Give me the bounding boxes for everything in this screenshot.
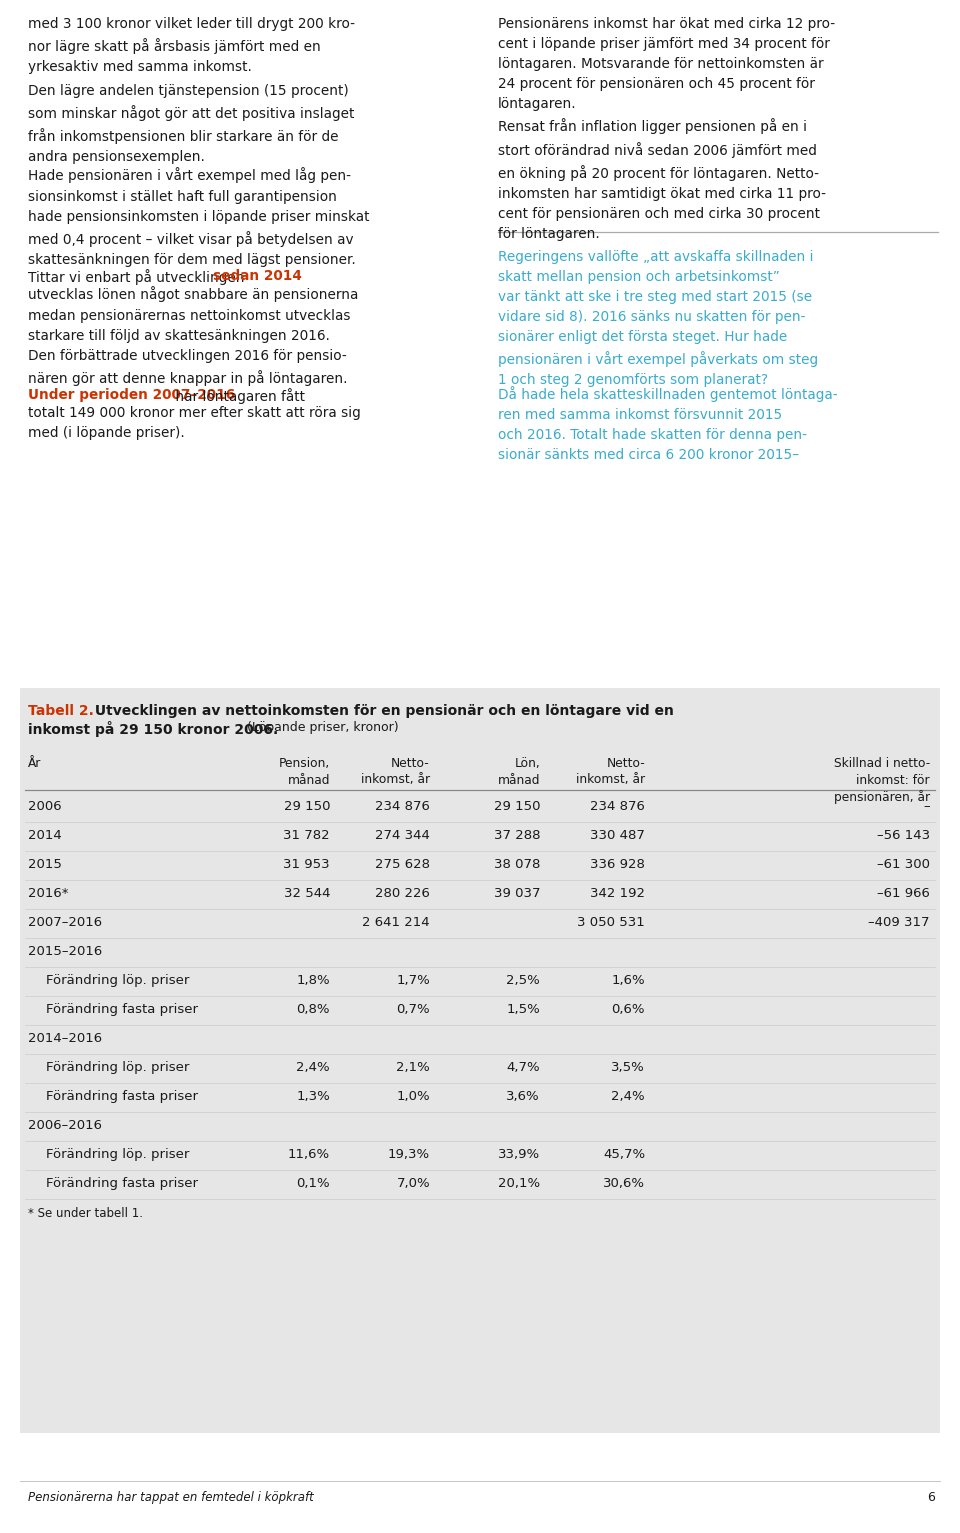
Text: 39 037: 39 037 — [493, 888, 540, 900]
Text: 2014: 2014 — [28, 829, 61, 842]
Text: 2006–2016: 2006–2016 — [28, 1119, 102, 1131]
Text: 2007–2016: 2007–2016 — [28, 917, 102, 929]
Text: 1,6%: 1,6% — [612, 973, 645, 987]
Text: Pension,
månad: Pension, månad — [278, 757, 330, 786]
Text: 38 078: 38 078 — [493, 858, 540, 871]
Text: –61 300: –61 300 — [877, 858, 930, 871]
Text: 1,7%: 1,7% — [396, 973, 430, 987]
Text: 31 782: 31 782 — [283, 829, 330, 842]
Text: 0,6%: 0,6% — [612, 1003, 645, 1016]
Text: 30,6%: 30,6% — [603, 1177, 645, 1190]
Text: 7,0%: 7,0% — [396, 1177, 430, 1190]
Text: Under perioden 2007–2016: Under perioden 2007–2016 — [28, 388, 235, 402]
Text: 2,4%: 2,4% — [297, 1061, 330, 1075]
Text: 0,7%: 0,7% — [396, 1003, 430, 1016]
Text: Regeringens vallöfte „att avskaffa skillnaden i
skatt mellan pension och arbetsi: Regeringens vallöfte „att avskaffa skill… — [498, 250, 818, 386]
Text: sedan 2014: sedan 2014 — [213, 268, 302, 284]
Text: 3 050 531: 3 050 531 — [577, 917, 645, 929]
Text: 275 628: 275 628 — [375, 858, 430, 871]
Text: Då hade hela skatteskillnaden gentemot löntaga-
ren med samma inkomst försvunnit: Då hade hela skatteskillnaden gentemot l… — [498, 386, 838, 461]
Text: 29 150: 29 150 — [493, 800, 540, 812]
Text: 45,7%: 45,7% — [603, 1148, 645, 1160]
Text: Netto-
inkomst, år: Netto- inkomst, år — [576, 757, 645, 786]
Text: –61 966: –61 966 — [877, 888, 930, 900]
Text: 0,1%: 0,1% — [297, 1177, 330, 1190]
Text: 0,8%: 0,8% — [297, 1003, 330, 1016]
Text: Utvecklingen av nettoinkomsten för en pensionär och en löntagare vid en: Utvecklingen av nettoinkomsten för en pe… — [90, 704, 674, 717]
Text: 3,5%: 3,5% — [612, 1061, 645, 1075]
Text: * Se under tabell 1.: * Se under tabell 1. — [28, 1206, 143, 1220]
Text: Lön,
månad: Lön, månad — [497, 757, 540, 786]
Text: 20,1%: 20,1% — [498, 1177, 540, 1190]
Text: 2015: 2015 — [28, 858, 61, 871]
Text: 3,6%: 3,6% — [506, 1090, 540, 1104]
Text: 330 487: 330 487 — [590, 829, 645, 842]
Text: 234 876: 234 876 — [375, 800, 430, 812]
Text: Förändring fasta priser: Förändring fasta priser — [46, 1090, 198, 1104]
Text: 2006: 2006 — [28, 800, 61, 812]
Text: 1,5%: 1,5% — [506, 1003, 540, 1016]
Text: Den lägre andelen tjänstepension (15 procent)
som minskar något gör att det posi: Den lägre andelen tjänstepension (15 pro… — [28, 83, 354, 164]
Text: 19,3%: 19,3% — [388, 1148, 430, 1160]
Text: 1,8%: 1,8% — [297, 973, 330, 987]
Text: –56 143: –56 143 — [876, 829, 930, 842]
Text: Förändring löp. priser: Förändring löp. priser — [46, 1148, 189, 1160]
Text: 33,9%: 33,9% — [498, 1148, 540, 1160]
Text: totalt 149 000 kronor mer efter skatt att röra sig
med (i löpande priser).: totalt 149 000 kronor mer efter skatt at… — [28, 406, 361, 440]
Text: med 3 100 kronor vilket leder till drygt 200 kro-
nor lägre skatt på årsbasis jä: med 3 100 kronor vilket leder till drygt… — [28, 17, 355, 74]
Text: 4,7%: 4,7% — [506, 1061, 540, 1075]
FancyBboxPatch shape — [20, 688, 940, 1433]
Text: 6: 6 — [927, 1492, 935, 1504]
Text: (Löpande priser, kronor): (Löpande priser, kronor) — [243, 721, 398, 734]
Text: 2014–2016: 2014–2016 — [28, 1032, 102, 1046]
Text: 2016*: 2016* — [28, 888, 68, 900]
Text: Tittar vi enbart på utvecklingen: Tittar vi enbart på utvecklingen — [28, 268, 249, 285]
Text: 274 344: 274 344 — [375, 829, 430, 842]
Text: Tabell 2.: Tabell 2. — [28, 704, 94, 717]
Text: 234 876: 234 876 — [590, 800, 645, 812]
Text: Förändring fasta priser: Förändring fasta priser — [46, 1003, 198, 1016]
Text: 342 192: 342 192 — [590, 888, 645, 900]
Text: 336 928: 336 928 — [590, 858, 645, 871]
Text: Hade pensionären i vårt exempel med låg pen-
sionsinkomst i stället haft full ga: Hade pensionären i vårt exempel med låg … — [28, 167, 370, 267]
Text: Pensionärens inkomst har ökat med cirka 12 pro-
cent i löpande priser jämfört me: Pensionärens inkomst har ökat med cirka … — [498, 17, 835, 112]
Text: Förändring löp. priser: Förändring löp. priser — [46, 973, 189, 987]
Text: 280 226: 280 226 — [375, 888, 430, 900]
Text: utvecklas lönen något snabbare än pensionerna
medan pensionärernas nettoinkomst : utvecklas lönen något snabbare än pensio… — [28, 287, 358, 386]
Text: 37 288: 37 288 — [493, 829, 540, 842]
Text: 11,6%: 11,6% — [288, 1148, 330, 1160]
Text: 1,0%: 1,0% — [396, 1090, 430, 1104]
Text: 1,3%: 1,3% — [297, 1090, 330, 1104]
Text: 31 953: 31 953 — [283, 858, 330, 871]
Text: Netto-
inkomst, år: Netto- inkomst, år — [361, 757, 430, 786]
Text: Skillnad i netto-
inkomst: för
pensionären, år: Skillnad i netto- inkomst: för pensionär… — [833, 757, 930, 805]
Text: Pensionärerna har tappat en femtedel i köpkraft: Pensionärerna har tappat en femtedel i k… — [28, 1492, 314, 1504]
Text: –: – — [924, 800, 930, 812]
Text: År: År — [28, 757, 41, 770]
Text: Förändring löp. priser: Förändring löp. priser — [46, 1061, 189, 1075]
Text: Förändring fasta priser: Förändring fasta priser — [46, 1177, 198, 1190]
Text: Rensat från inflation ligger pensionen på en i
stort oförändrad nivå sedan 2006 : Rensat från inflation ligger pensionen p… — [498, 118, 826, 241]
Text: 2 641 214: 2 641 214 — [362, 917, 430, 929]
Text: 2,1%: 2,1% — [396, 1061, 430, 1075]
Text: 2015–2016: 2015–2016 — [28, 944, 103, 958]
Text: har löntagaren fått: har löntagaren fått — [171, 388, 305, 405]
Text: 32 544: 32 544 — [283, 888, 330, 900]
Text: 2,5%: 2,5% — [506, 973, 540, 987]
Text: 29 150: 29 150 — [283, 800, 330, 812]
Text: inkomst på 29 150 kronor 2006.: inkomst på 29 150 kronor 2006. — [28, 721, 278, 737]
Text: –409 317: –409 317 — [869, 917, 930, 929]
Text: 2,4%: 2,4% — [612, 1090, 645, 1104]
